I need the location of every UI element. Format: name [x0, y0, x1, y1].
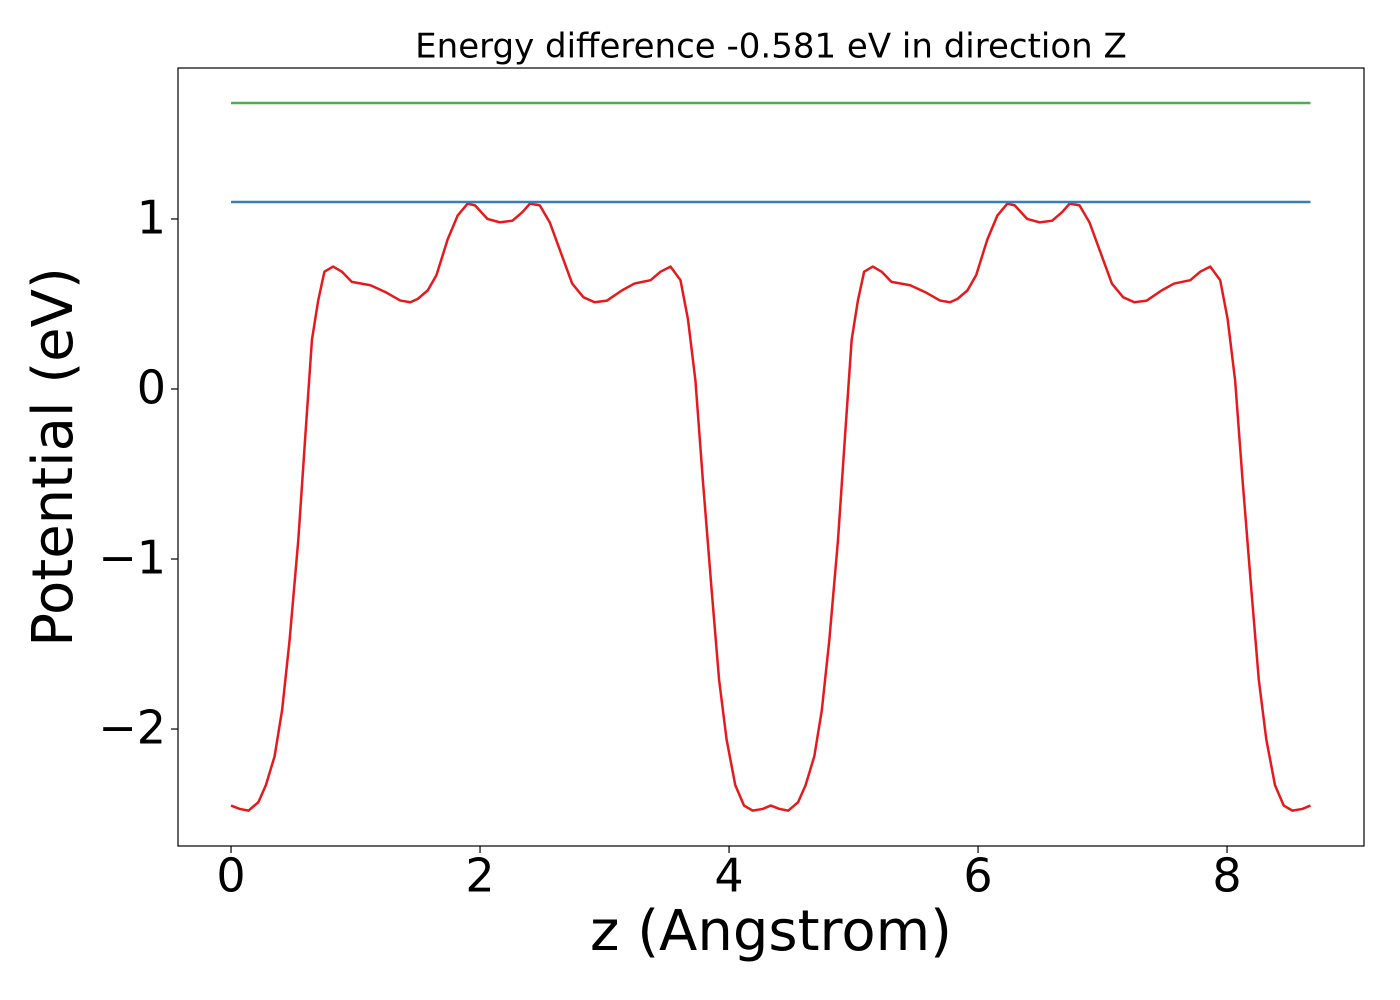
x-axis-label: z (Angstrom): [590, 899, 952, 964]
y-tick-label: −2: [98, 701, 166, 755]
x-tick-label: 8: [1212, 849, 1241, 903]
x-tick-label: 0: [216, 849, 245, 903]
x-tick-label: 6: [963, 849, 992, 903]
y-axis-label: Potential (eV): [21, 267, 86, 647]
y-tick-label: 1: [137, 190, 166, 244]
y-tick-label: 0: [137, 360, 166, 414]
y-tick-label: −1: [98, 531, 166, 585]
plot-frame: [177, 67, 1365, 847]
x-tick-label: 2: [465, 849, 494, 903]
data-line: [230, 202, 1311, 812]
chart-title: Energy difference -0.581 eV in direction…: [415, 27, 1127, 67]
x-tick-label: 4: [714, 849, 743, 903]
